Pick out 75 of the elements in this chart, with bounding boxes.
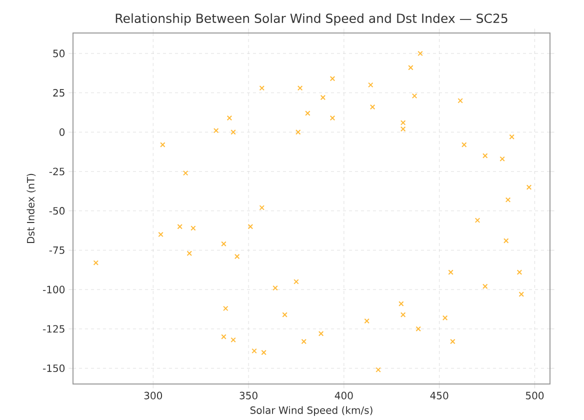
point: [400, 120, 406, 126]
x-tick-label: 300: [144, 392, 162, 400]
point: [474, 218, 480, 223]
x-tick-label: 450: [430, 392, 448, 400]
point: [320, 94, 326, 100]
point: [259, 85, 265, 91]
point: [259, 205, 265, 210]
point: [248, 224, 254, 230]
point: [516, 270, 522, 275]
y-axis-title: Dst Index (nT): [26, 174, 36, 243]
point: [364, 318, 370, 324]
point: [234, 254, 240, 260]
point: [182, 170, 188, 176]
point: [330, 115, 336, 121]
point: [368, 82, 374, 88]
point: [223, 306, 228, 312]
point: [509, 134, 514, 140]
y-tick-label: -25: [49, 168, 64, 176]
point: [458, 98, 463, 104]
point: [526, 184, 532, 190]
point: [297, 85, 303, 91]
point: [93, 260, 99, 266]
point: [226, 115, 232, 121]
point: [408, 65, 414, 70]
point: [462, 142, 467, 148]
point: [400, 312, 406, 318]
point: [376, 367, 381, 372]
point: [442, 315, 448, 320]
point: [296, 130, 301, 135]
y-tick-label: -75: [49, 246, 64, 254]
point: [450, 338, 456, 344]
point: [400, 126, 406, 132]
point: [252, 348, 257, 354]
point: [412, 93, 418, 99]
point: [230, 337, 236, 343]
point: [416, 326, 421, 332]
point: [272, 285, 278, 291]
point: [190, 226, 196, 231]
chart-title: Relationship Between Solar Wind Speed and Dst Index — SC25: [116, 13, 508, 26]
point: [294, 279, 299, 284]
point: [282, 312, 288, 318]
y-tick-label: -125: [42, 325, 64, 333]
point: [177, 224, 182, 230]
point: [418, 50, 423, 56]
point: [221, 241, 226, 247]
point: [213, 128, 219, 134]
point: [230, 130, 236, 135]
point: [160, 142, 166, 148]
point: [482, 153, 488, 158]
y-tick-label: -50: [49, 207, 65, 215]
y-tick-label: 50: [53, 50, 65, 58]
point: [318, 330, 324, 336]
point: [503, 238, 509, 244]
x-tick-label: 500: [526, 392, 544, 400]
point: [221, 334, 226, 340]
point: [330, 76, 336, 82]
y-tick-label: -100: [42, 286, 65, 294]
point: [186, 250, 192, 256]
point: [505, 197, 511, 202]
point: [398, 301, 404, 306]
point: [518, 292, 524, 297]
x-tick-label: 350: [240, 392, 258, 400]
x-axis-title: Solar Wind Speed (km/s): [250, 406, 372, 416]
x-tick-label: 400: [334, 392, 353, 400]
point: [482, 284, 488, 290]
y-tick-label: 0: [60, 128, 65, 136]
point: [305, 110, 310, 116]
y-tick-label: 25: [53, 89, 64, 97]
y-tick-label: -150: [42, 364, 65, 372]
point: [370, 104, 376, 110]
point: [301, 338, 306, 344]
point: [261, 350, 266, 356]
point: [448, 270, 454, 275]
point: [158, 232, 164, 238]
point: [500, 156, 505, 162]
